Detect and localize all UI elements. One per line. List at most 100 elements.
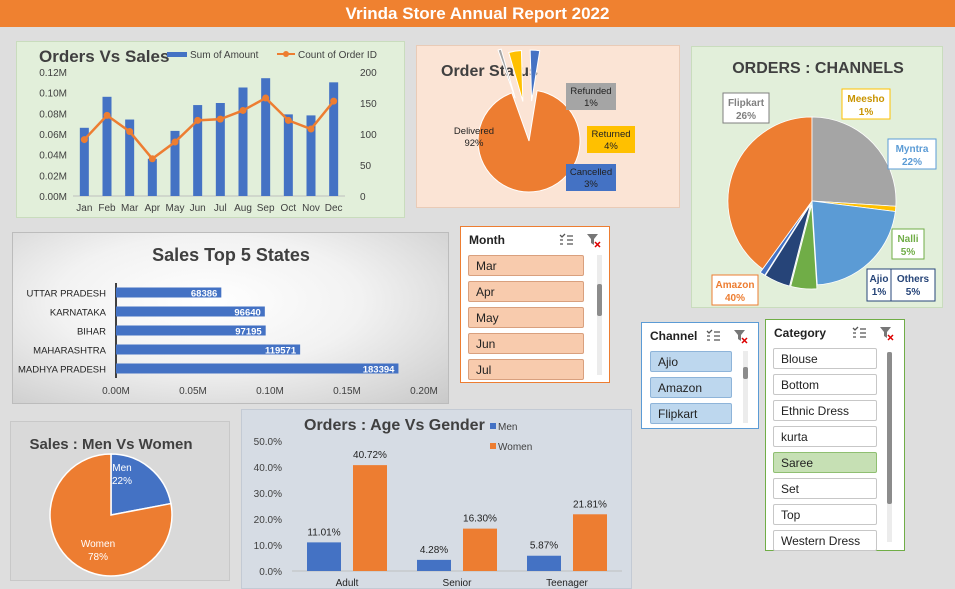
data-label: 40.72% bbox=[353, 450, 387, 461]
category-slicer[interactable]: Category Blouse Bottom Ethnic Dress kurta Sa… bbox=[765, 319, 905, 551]
slice-pct: 5% bbox=[906, 287, 921, 298]
bar-bihar bbox=[116, 325, 266, 336]
slice-label: Nalli bbox=[897, 234, 918, 245]
slicer-item-ethnic-dress[interactable]: Ethnic Dress bbox=[773, 400, 877, 421]
slice-label: Delivered bbox=[454, 126, 494, 137]
data-label: 5.87% bbox=[530, 541, 558, 552]
point-orders-jun bbox=[194, 116, 202, 124]
y-tick-label: KARNATAKA bbox=[50, 308, 107, 319]
data-callout-refunded bbox=[566, 83, 616, 110]
y-tick-label: 40.0% bbox=[254, 463, 282, 474]
slice-men bbox=[110, 453, 172, 516]
slice-pct: 92% bbox=[464, 138, 484, 149]
slice-label: Myntra bbox=[896, 144, 929, 155]
clear-filter-icon[interactable] bbox=[585, 232, 601, 248]
bar-madhya-pradesh bbox=[116, 363, 399, 374]
point-orders-may bbox=[171, 138, 179, 146]
y-right-tick-label: 150 bbox=[360, 99, 377, 110]
slice-pct: 78% bbox=[88, 552, 108, 563]
point-orders-oct bbox=[284, 116, 292, 124]
month-slicer-title: Month bbox=[469, 233, 505, 247]
point-orders-sep bbox=[262, 94, 270, 102]
data-callout-returned bbox=[587, 126, 635, 153]
slice-label: Amazon bbox=[716, 280, 755, 291]
data-label: 97195 bbox=[235, 327, 262, 338]
multi-select-icon[interactable] bbox=[558, 232, 574, 248]
point-orders-apr bbox=[148, 155, 156, 163]
x-tick-label: Sep bbox=[257, 203, 275, 214]
data-callout-myntra bbox=[887, 138, 937, 170]
data-label: 119571 bbox=[265, 346, 297, 357]
y-right-tick-label: 50 bbox=[360, 161, 372, 172]
clear-filter-icon[interactable] bbox=[732, 328, 748, 344]
point-orders-dec bbox=[330, 97, 338, 105]
slice-amazon bbox=[727, 116, 813, 270]
slice-label: Cancelled bbox=[570, 167, 612, 178]
month-slicer[interactable]: Month Mar Apr May Jun Jul bbox=[460, 226, 610, 383]
slicer-item-apr[interactable]: Apr bbox=[468, 281, 584, 302]
bar-women-senior bbox=[463, 528, 497, 571]
channel-scroll-thumb[interactable] bbox=[743, 367, 748, 379]
x-tick-label: Apr bbox=[145, 203, 161, 214]
slicer-item-kurta[interactable]: kurta bbox=[773, 426, 877, 447]
slicer-item-jul[interactable]: Jul bbox=[468, 359, 584, 380]
slicer-item-flipkart[interactable]: Flipkart bbox=[650, 403, 732, 424]
x-tick-label: Dec bbox=[325, 203, 343, 214]
point-orders-feb bbox=[103, 111, 111, 119]
legend-swatch-men bbox=[490, 423, 496, 429]
data-label: 21.81% bbox=[573, 499, 607, 510]
data-label: 11.01% bbox=[307, 527, 340, 538]
x-tick-label: Oct bbox=[281, 203, 297, 214]
slicer-item-saree[interactable]: Saree bbox=[773, 452, 877, 473]
month-scroll-thumb[interactable] bbox=[597, 284, 602, 316]
slicer-item-jun[interactable]: Jun bbox=[468, 333, 584, 354]
channel-slicer[interactable]: Channel Ajio Amazon Flipkart bbox=[641, 322, 759, 429]
bar-amount-apr bbox=[147, 158, 157, 196]
clear-filter-icon[interactable] bbox=[878, 325, 894, 341]
slicer-item-may[interactable]: May bbox=[468, 307, 584, 328]
category-scroll-thumb[interactable] bbox=[887, 352, 892, 504]
slicer-item-amazon[interactable]: Amazon bbox=[650, 377, 732, 398]
slicer-item-set[interactable]: Set bbox=[773, 478, 877, 499]
slice-pct: 3% bbox=[584, 179, 598, 190]
series-line-orders bbox=[83, 96, 335, 161]
orders-channels-svg: ORDERS : CHANNELS Amazon 40% Flipkart 26% Mee… bbox=[711, 60, 937, 306]
bar-amount-sep bbox=[261, 78, 271, 196]
y-tick-label: 10.0% bbox=[254, 541, 282, 552]
x-tick-label: 0.20M bbox=[410, 386, 438, 397]
bar-uttar-pradesh bbox=[116, 287, 222, 298]
y-left-tick-label: 0.08M bbox=[39, 109, 67, 120]
data-label: 96640 bbox=[234, 308, 260, 319]
slicer-item-mar[interactable]: Mar bbox=[468, 255, 584, 276]
point-orders-mar bbox=[126, 128, 134, 136]
slicer-item-western-dress[interactable]: Western Dress bbox=[773, 530, 877, 551]
channel-slicer-header: Channel bbox=[642, 323, 758, 349]
slice-others bbox=[764, 204, 811, 287]
age-vs-gender-chart: Orders : Age Vs Gender Men Women 0.0% 10.0% 2… bbox=[241, 409, 632, 589]
orders-vs-sales-svg: Orders Vs Sales Sum of Amount Count of Ord… bbox=[39, 47, 377, 214]
data-callout-flipkart bbox=[722, 92, 770, 124]
legend-label-amount: Sum of Amount bbox=[190, 50, 259, 61]
channel-scrollbar[interactable] bbox=[743, 351, 748, 423]
age-vs-gender-svg: Orders : Age Vs Gender Men Women 0.0% 10.0% 2… bbox=[254, 417, 622, 589]
data-label: 16.30% bbox=[463, 514, 497, 525]
slicer-item-bottom[interactable]: Bottom bbox=[773, 374, 877, 395]
orders-vs-sales-chart: Orders Vs Sales Sum of Amount Count of Ord… bbox=[16, 41, 405, 218]
y-right-tick-label: 100 bbox=[360, 130, 377, 141]
multi-select-icon[interactable] bbox=[851, 325, 867, 341]
slicer-item-ajio[interactable]: Ajio bbox=[650, 351, 732, 372]
slice-refunded bbox=[497, 48, 516, 99]
x-tick-label: Jan bbox=[76, 203, 92, 214]
y-left-tick-label: 0.12M bbox=[39, 68, 67, 79]
data-label: 68386 bbox=[191, 289, 217, 300]
y-tick-label: UTTAR PRADESH bbox=[26, 289, 106, 300]
slice-pct: 4% bbox=[604, 141, 618, 152]
slicer-item-blouse[interactable]: Blouse bbox=[773, 348, 877, 369]
slicer-item-top[interactable]: Top bbox=[773, 504, 877, 525]
multi-select-icon[interactable] bbox=[705, 328, 721, 344]
legend-marker-orders bbox=[283, 51, 289, 57]
point-orders-nov bbox=[307, 125, 315, 133]
x-tick-label: May bbox=[166, 203, 185, 214]
x-tick-label: 0.00M bbox=[102, 386, 130, 397]
